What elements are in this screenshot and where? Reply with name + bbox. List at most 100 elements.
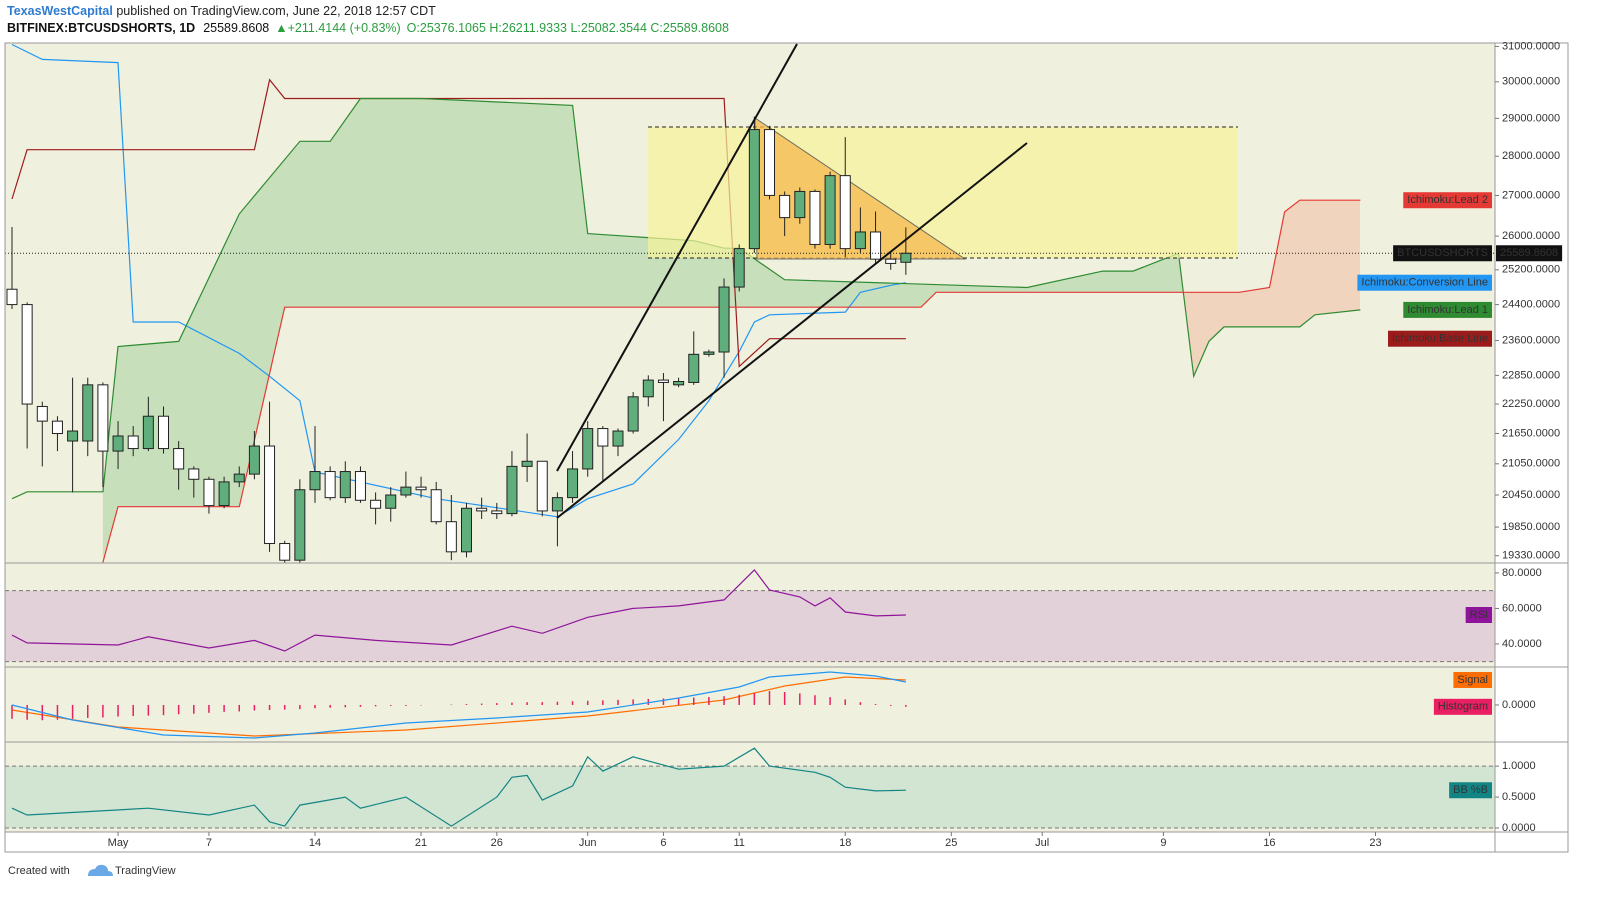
series-label: Ichimoku:Base Line: [1392, 333, 1488, 345]
label-box: [1465, 607, 1492, 623]
candle-body: [188, 468, 200, 480]
y-tick-label: 21650.0000: [1502, 427, 1560, 439]
y-tick-label: 40.0000: [1502, 638, 1542, 650]
candle-body: [67, 430, 79, 442]
series-label: BB %B: [1453, 784, 1488, 796]
x-tick-label: 23: [1369, 837, 1381, 849]
candle-body: [294, 489, 306, 561]
x-tick-label: 16: [1263, 837, 1275, 849]
label-box: [1496, 245, 1563, 262]
trendline[interactable]: [556, 43, 798, 472]
candle-body: [612, 430, 624, 447]
candle-body: [703, 351, 715, 355]
indicator-line: [11, 676, 906, 737]
candle-body: [491, 510, 503, 515]
rsi-pane: [5, 568, 1495, 663]
band: [5, 590, 1495, 662]
bb-pane: [5, 747, 1495, 829]
candle-body: [127, 435, 139, 450]
x-tick-label: Jul: [1035, 837, 1049, 849]
indicator-line: [11, 671, 907, 739]
candle-body: [97, 384, 109, 452]
series-label: RSI: [1470, 609, 1488, 621]
x-tick-label: 26: [491, 837, 503, 849]
y-tick-label: 26000.0000: [1502, 230, 1560, 242]
author[interactable]: TexasWestCapital: [7, 4, 113, 18]
candle-body: [536, 460, 548, 512]
candle-body: [445, 521, 457, 553]
published: published on TradingView.com, June 22, 2…: [113, 4, 436, 18]
label-box: [1357, 274, 1492, 291]
trendlines: [556, 43, 1028, 519]
candle-body: [112, 435, 124, 452]
y-tick-label: 0.5000: [1502, 791, 1536, 803]
candle-body: [354, 471, 366, 501]
zone[interactable]: [648, 127, 1238, 258]
candle-body: [142, 415, 154, 450]
candle-body: [673, 381, 685, 386]
candle-body: [870, 231, 882, 260]
last-price: 25589.8608: [203, 21, 269, 35]
indicator-line: [102, 199, 1361, 563]
x-tick-label: May: [108, 837, 129, 849]
footer-brand[interactable]: TradingView: [115, 865, 176, 877]
y-tick-label: 60.0000: [1502, 602, 1542, 614]
trendline[interactable]: [556, 142, 1028, 519]
candle-body: [370, 499, 382, 509]
candle-body: [854, 231, 866, 250]
label-box: [1453, 671, 1492, 688]
candle-body: [657, 379, 669, 383]
series-label: Signal: [1457, 674, 1488, 686]
y-tick-label: 25200.0000: [1502, 264, 1560, 276]
header-line: TexasWestCapital published on TradingVie…: [7, 4, 436, 18]
candle-body: [794, 190, 806, 219]
indicator-line: [11, 43, 907, 518]
candle-body: [521, 460, 533, 467]
series-label: Ichimoku:Lead 2: [1407, 194, 1488, 206]
candle-body: [21, 304, 33, 405]
candle-body: [233, 473, 245, 483]
label-box: [1388, 330, 1492, 347]
candle-body: [339, 471, 351, 499]
series-label: Histogram: [1438, 701, 1488, 713]
y-tick-label: 19330.0000: [1502, 550, 1560, 562]
candle-body: [324, 471, 336, 499]
y-tick-label: 21050.0000: [1502, 458, 1560, 470]
y-tick-label: 23600.0000: [1502, 334, 1560, 346]
candle-body: [400, 486, 412, 496]
x-tick-label: 25: [945, 837, 957, 849]
footer-created: Created with: [8, 865, 70, 877]
x-tick-label: 7: [206, 837, 212, 849]
candle-body: [688, 353, 700, 383]
ohlc: O:25376.1065 H:26211.9333 L:25082.3544 C…: [407, 21, 729, 35]
label-box: [1403, 301, 1492, 318]
series-label: BTCUSDSHORTS: [1397, 247, 1488, 259]
candle-body: [597, 428, 609, 447]
candle-body: [476, 507, 488, 512]
y-tick-label: 29000.0000: [1502, 112, 1560, 124]
indicator-line: [11, 747, 906, 827]
candle-body: [309, 471, 321, 491]
y-tick-label: 20450.0000: [1502, 489, 1560, 501]
y-tick-label: 0.0000: [1502, 699, 1536, 711]
x-tick-label: 14: [309, 837, 321, 849]
y-tick-label: 28000.0000: [1502, 150, 1560, 162]
y-tick-label: 24400.0000: [1502, 298, 1560, 310]
candle-body: [415, 486, 427, 491]
series-label: Ichimoku:Conversion Line: [1361, 277, 1488, 289]
y-tick-label: 80.0000: [1502, 567, 1542, 579]
x-tick-label: Jun: [579, 837, 597, 849]
candle-body: [385, 494, 397, 509]
candle-body: [173, 448, 185, 470]
candle-body: [748, 129, 760, 250]
label-box: [1449, 782, 1492, 799]
series-label: Ichimoku:Lead 1: [1407, 304, 1488, 316]
candle-body: [900, 252, 912, 263]
main-indicators: [11, 43, 1361, 563]
change: ▲+211.4144 (+0.83%): [275, 21, 400, 35]
candle-body: [264, 445, 276, 545]
x-tick-label: 21: [415, 837, 427, 849]
candle-body: [733, 248, 745, 288]
